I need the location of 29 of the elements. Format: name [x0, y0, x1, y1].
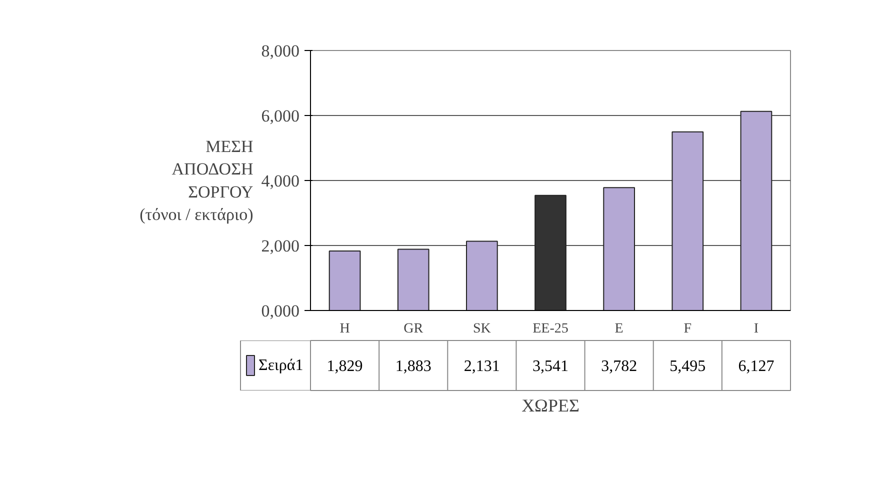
data-label: 2,131	[464, 358, 500, 375]
x-tick-label: I	[754, 322, 759, 336]
data-label: 1,883	[395, 358, 432, 375]
x-tick-label: GR	[404, 322, 424, 336]
y-tick-label: 2,000	[261, 236, 300, 256]
bar	[466, 240, 498, 310]
x-tick-label: F	[684, 322, 692, 336]
data-label: 6,127	[738, 358, 774, 375]
x-tick-label: SK	[472, 322, 491, 336]
y-tick-label: 0,000	[261, 302, 300, 320]
bar	[672, 131, 704, 310]
bar	[328, 250, 361, 310]
data-label: 1,829	[326, 358, 363, 375]
bar	[603, 187, 635, 310]
data-label: 3,782	[601, 358, 638, 375]
data-label: 3,541	[532, 358, 568, 375]
bar	[534, 194, 566, 310]
x-tick-label: E	[614, 322, 624, 336]
y-axis-title: ΜΕΣΗ ΑΠΟΔΟΣΗ ΣΟΡΓΟΥ (τόνοι / εκτάριο)	[140, 136, 254, 224]
legend-label: Σειρά1	[258, 357, 304, 374]
x-tick-label: EE-25	[532, 322, 568, 336]
bar	[740, 110, 772, 310]
x-tick-label: H	[340, 322, 350, 336]
y-tick-label: 8,000	[261, 42, 300, 60]
y-tick-label: 6,000	[261, 106, 300, 126]
y-tick-label: 4,000	[261, 172, 300, 190]
x-axis-title: ΧΩΡΕΣ	[522, 396, 580, 416]
bar	[397, 248, 430, 310]
data-label: 5,495	[670, 358, 706, 375]
